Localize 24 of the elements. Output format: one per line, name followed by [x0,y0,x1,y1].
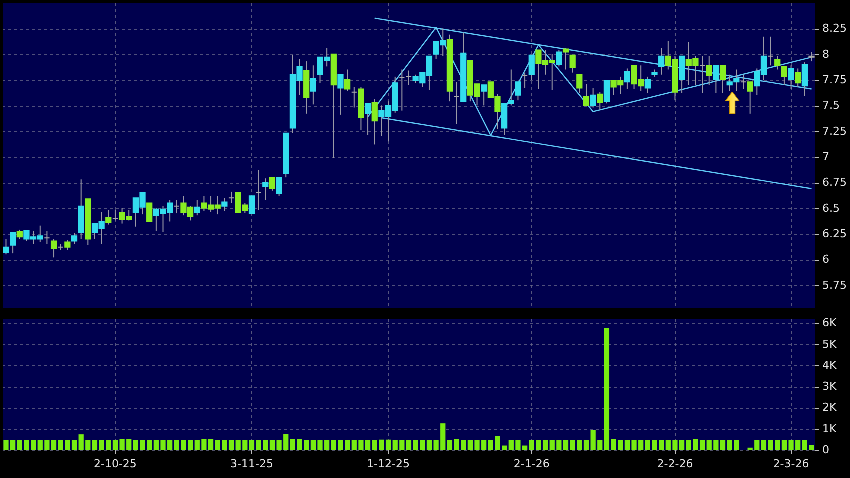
x-tick-label: 2-3-26 [773,458,810,470]
y-tick-label: 7.25 [822,124,847,138]
x-tick-label: 3-11-25 [230,458,274,470]
y-tick-label: 1K [822,422,838,436]
y-tick-label: 8.25 [822,22,847,36]
y-tick-label: 7.75 [822,74,847,87]
y-tick-label: 4K [822,358,838,372]
x-tick-label: 2-2-26 [657,458,694,470]
x-tick-label: 2-1-26 [514,458,550,470]
y-tick-label: 0 [822,444,830,456]
y-tick-label: 5.75 [822,278,847,292]
x-tick-label: 1-12-25 [367,458,410,470]
y-tick-label: 6.5 [822,202,840,215]
y-tick-label: 7.5 [822,99,840,112]
y-tick-label: 2K [822,401,838,414]
x-tick-label: 2-10-25 [94,458,137,470]
y-tick-label: 5K [822,338,838,351]
y-tick-label: 6K [822,316,838,330]
y-tick-label: 6.75 [822,176,847,190]
y-tick-label: 6 [822,253,830,266]
y-tick-label: 3K [822,380,838,394]
y-tick-label: 7 [822,150,830,164]
y-tick-label: 6.25 [822,228,847,241]
y-tick-label: 8 [822,48,830,61]
